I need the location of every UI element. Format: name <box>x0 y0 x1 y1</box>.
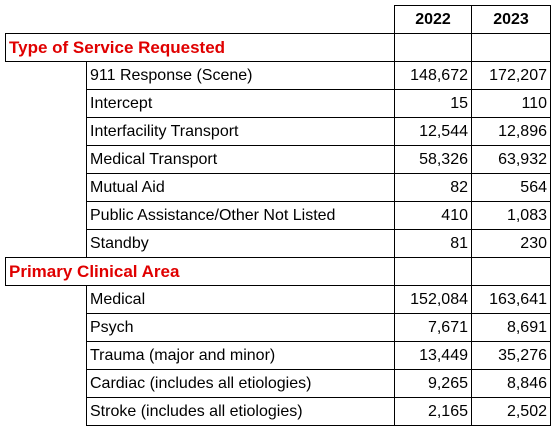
table-row: Psych 7,671 8,691 <box>6 313 551 342</box>
value-2022: 13,449 <box>394 341 472 370</box>
value-2023: 163,641 <box>471 285 551 314</box>
row-label: Medical Transport <box>86 145 395 174</box>
section-empty-cell <box>471 33 551 62</box>
value-2022: 12,544 <box>394 117 472 146</box>
value-2022: 152,084 <box>394 285 472 314</box>
row-label: 911 Response (Scene) <box>86 61 395 90</box>
row-label: Public Assistance/Other Not Listed <box>86 201 395 230</box>
indent-cell <box>6 398 87 426</box>
value-2023: 8,846 <box>471 369 551 398</box>
row-label: Standby <box>86 229 395 258</box>
value-2023: 2,502 <box>471 397 551 426</box>
indent-cell <box>6 342 87 370</box>
value-2023: 1,083 <box>471 201 551 230</box>
row-label: Interfacility Transport <box>86 117 395 146</box>
header-blank-cell <box>87 6 395 34</box>
indent-cell <box>6 118 87 146</box>
value-2023: 63,932 <box>471 145 551 174</box>
row-label: Trauma (major and minor) <box>86 341 395 370</box>
indent-cell <box>6 230 87 258</box>
table-row: Stroke (includes all etiologies) 2,165 2… <box>6 397 551 426</box>
indent-cell <box>6 202 87 230</box>
value-2023: 564 <box>471 173 551 202</box>
section-empty-cell <box>471 257 551 286</box>
value-2022: 81 <box>394 229 472 258</box>
row-label: Stroke (includes all etiologies) <box>86 397 395 426</box>
table-row: Medical Transport 58,326 63,932 <box>6 145 551 174</box>
value-2023: 8,691 <box>471 313 551 342</box>
header-blank-cell <box>6 6 87 34</box>
value-2022: 148,672 <box>394 61 472 90</box>
table-row: 911 Response (Scene) 148,672 172,207 <box>6 61 551 90</box>
table-row: Standby 81 230 <box>6 229 551 258</box>
value-2023: 35,276 <box>471 341 551 370</box>
year-2022-header: 2022 <box>394 5 472 34</box>
value-2023: 12,896 <box>471 117 551 146</box>
value-2022: 7,671 <box>394 313 472 342</box>
value-2022: 82 <box>394 173 472 202</box>
table-row: Mutual Aid 82 564 <box>6 173 551 202</box>
indent-cell <box>6 90 87 118</box>
row-label: Psych <box>86 313 395 342</box>
section-empty-cell <box>394 33 472 62</box>
table-row: Interfacility Transport 12,544 12,896 <box>6 117 551 146</box>
table-row: Cardiac (includes all etiologies) 9,265 … <box>6 369 551 398</box>
indent-cell <box>6 62 87 90</box>
section-header-row: Type of Service Requested <box>5 33 551 62</box>
table-row: Public Assistance/Other Not Listed 410 1… <box>6 201 551 230</box>
indent-cell <box>6 174 87 202</box>
table-row: Intercept 15 110 <box>6 89 551 118</box>
row-label: Cardiac (includes all etiologies) <box>86 369 395 398</box>
row-label: Intercept <box>86 89 395 118</box>
indent-cell <box>6 286 87 314</box>
section-empty-cell <box>394 257 472 286</box>
value-2023: 230 <box>471 229 551 258</box>
value-2022: 410 <box>394 201 472 230</box>
section-title-primary-clinical-area: Primary Clinical Area <box>5 257 395 286</box>
indent-cell <box>6 370 87 398</box>
header-row: 2022 2023 <box>6 5 551 34</box>
row-label: Mutual Aid <box>86 173 395 202</box>
value-2022: 15 <box>394 89 472 118</box>
table-row: Medical 152,084 163,641 <box>6 285 551 314</box>
row-label: Medical <box>86 285 395 314</box>
section-title-type-of-service: Type of Service Requested <box>5 33 395 62</box>
ems-statistics-table: 2022 2023 Type of Service Requested 911 … <box>5 5 551 426</box>
value-2023: 110 <box>471 89 551 118</box>
year-2023-header: 2023 <box>471 5 551 34</box>
indent-cell <box>6 314 87 342</box>
section-header-row: Primary Clinical Area <box>5 257 551 286</box>
value-2023: 172,207 <box>471 61 551 90</box>
table-row: Trauma (major and minor) 13,449 35,276 <box>6 341 551 370</box>
value-2022: 58,326 <box>394 145 472 174</box>
value-2022: 9,265 <box>394 369 472 398</box>
indent-cell <box>6 146 87 174</box>
value-2022: 2,165 <box>394 397 472 426</box>
